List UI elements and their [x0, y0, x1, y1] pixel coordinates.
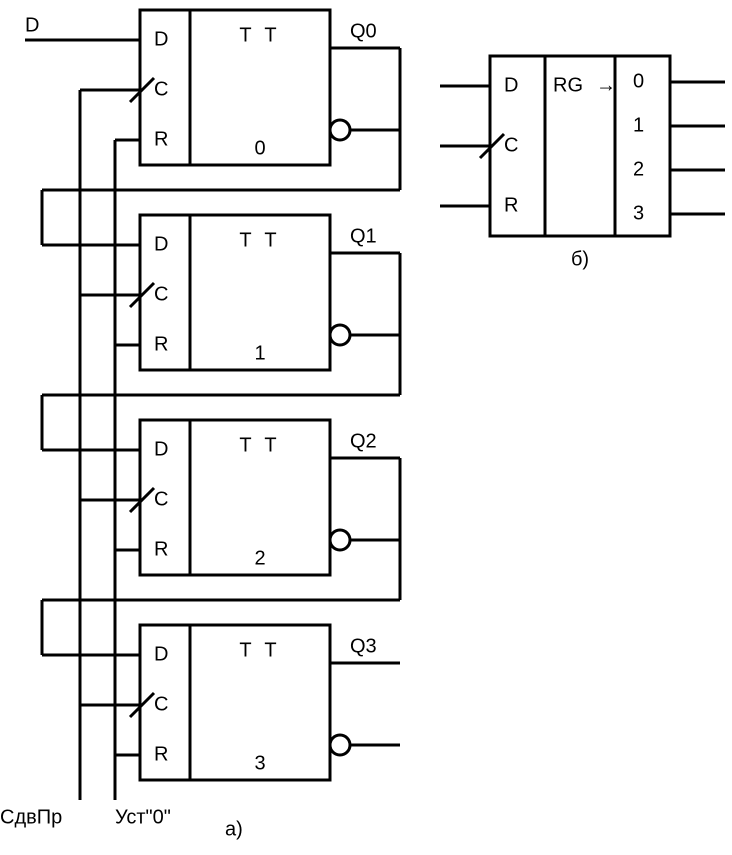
rg-pin-left-R: R [504, 194, 518, 216]
clock-bus-label: СдвПр [0, 806, 62, 828]
ff-1-pin-c: C [154, 283, 168, 305]
ff-3-pin-d: D [154, 643, 168, 665]
ff-3-pin-r: R [154, 743, 168, 765]
input-d-label: D [25, 14, 39, 36]
part-a-caption: а) [225, 818, 243, 840]
rg-arrow-icon: → [596, 74, 616, 96]
ff-0-box [140, 10, 330, 165]
ff-2-box [140, 420, 330, 575]
diagram-root: D СдвПр Уст"0" а) D C R T T 0 Q0 D C R T T 1 Q1 D C R T T 2 Q… [0, 0, 732, 855]
ff-1-pin-d: D [154, 233, 168, 255]
ff-3-box [140, 625, 330, 780]
rg-pin-left-D: D [504, 74, 518, 96]
rg-pin-right-0: 0 [633, 70, 644, 92]
ff-3-title: T T [239, 639, 280, 661]
ff-3-inv-circle [330, 735, 350, 755]
ff-1-pin-r: R [154, 333, 168, 355]
ff-0-pin-r: R [154, 128, 168, 150]
ff-2-pin-d: D [154, 438, 168, 460]
ff-1-title: T T [239, 229, 280, 251]
ff-2-title: T T [239, 434, 280, 456]
ff-0-pin-d: D [154, 28, 168, 50]
ff-3-pin-c: C [154, 693, 168, 715]
ff-2-inv-circle [330, 530, 350, 550]
rg-pin-right-1: 1 [633, 114, 644, 136]
ff-1-index: 1 [254, 342, 265, 364]
ff-2-index: 2 [254, 547, 265, 569]
ff-3-index: 3 [254, 752, 265, 774]
ff-0-index: 0 [254, 137, 265, 159]
ff-0-q-label: Q0 [350, 20, 377, 42]
rg-title: RG [553, 74, 583, 96]
rg-pin-right-3: 3 [633, 202, 644, 224]
ff-2-pin-r: R [154, 538, 168, 560]
ff-1-q-label: Q1 [350, 225, 377, 247]
ff-1-box [140, 215, 330, 370]
ff-3-q-label: Q3 [350, 635, 377, 657]
ff-0-inv-circle [330, 120, 350, 140]
ff-1-inv-circle [330, 325, 350, 345]
reset-bus-label: Уст"0" [115, 806, 171, 828]
ff-2-q-label: Q2 [350, 430, 377, 452]
part-b-caption: б) [571, 248, 589, 270]
ff-0-title: T T [239, 24, 280, 46]
ff-0-pin-c: C [154, 78, 168, 100]
ff-2-pin-c: C [154, 488, 168, 510]
rg-pin-left-C: C [504, 134, 518, 156]
rg-pin-right-2: 2 [633, 158, 644, 180]
